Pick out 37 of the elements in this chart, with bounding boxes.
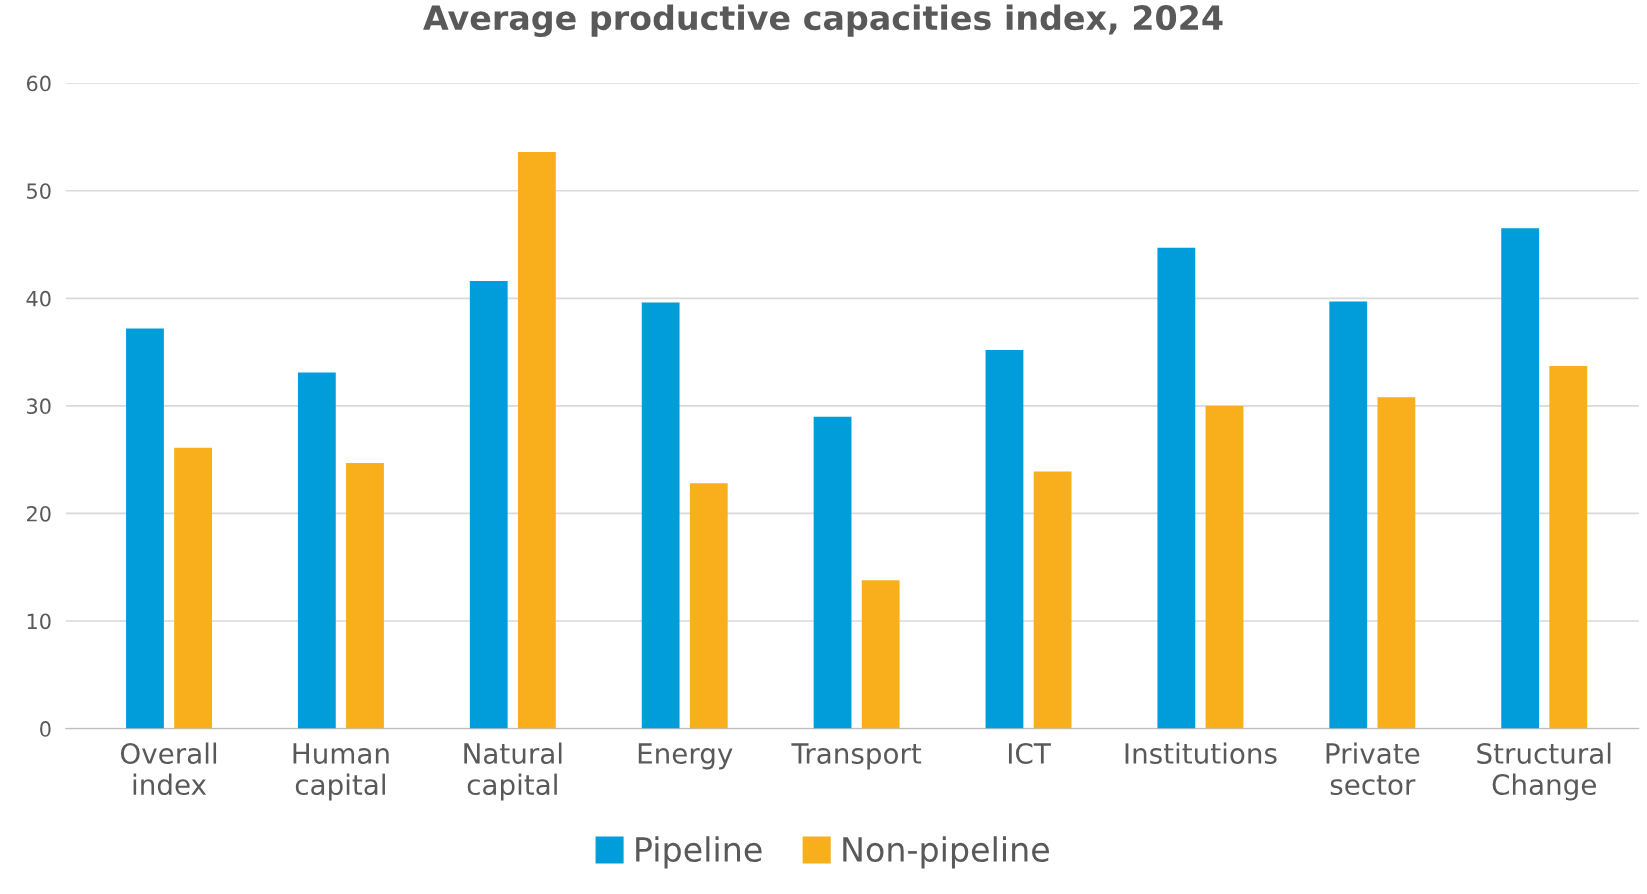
- bar: [1501, 228, 1540, 729]
- x-tick-label: ICT: [1008, 742, 1051, 764]
- bar: [641, 302, 680, 729]
- bar: [346, 462, 384, 729]
- bar: [517, 151, 556, 729]
- x-tick-label: Human capital: [293, 743, 389, 801]
- y-tick-label: 50: [27, 183, 51, 199]
- x-tick-label: Overall index: [120, 742, 217, 796]
- bar: [813, 416, 852, 729]
- bar: [1205, 405, 1244, 729]
- bar: [1033, 471, 1072, 729]
- x-tick-label: Transport: [791, 743, 922, 770]
- bar: [297, 372, 336, 729]
- x-tick-label: Structural Change: [1477, 742, 1611, 801]
- x-tick-label: Institutions: [1125, 742, 1277, 764]
- bar: [689, 483, 728, 729]
- bar: [1377, 397, 1416, 729]
- bar: [985, 349, 1024, 729]
- y-tick-label: 20: [27, 505, 51, 522]
- bar: [1157, 247, 1196, 729]
- y-tick-label: 0: [40, 721, 51, 737]
- x-tick-label: Natural capital: [464, 742, 562, 801]
- bar: [1329, 301, 1368, 729]
- bar: [469, 281, 508, 729]
- bar: [1549, 366, 1588, 729]
- y-tick-label: 30: [27, 398, 51, 415]
- bar: [126, 328, 164, 729]
- bar: [174, 447, 212, 729]
- legend-label: Pipeline: [636, 836, 762, 869]
- x-tick-label: Private sector: [1326, 742, 1420, 796]
- chart-title: Average productive capacities index, 2024: [423, 4, 1223, 37]
- y-tick-label: 60: [26, 75, 51, 92]
- y-tick-label: 10: [27, 613, 51, 630]
- x-tick-label: Energy: [638, 743, 733, 770]
- y-tick-label: 40: [26, 290, 51, 307]
- bar: [861, 580, 900, 729]
- legend-label: Non-pipeline: [843, 836, 1049, 869]
